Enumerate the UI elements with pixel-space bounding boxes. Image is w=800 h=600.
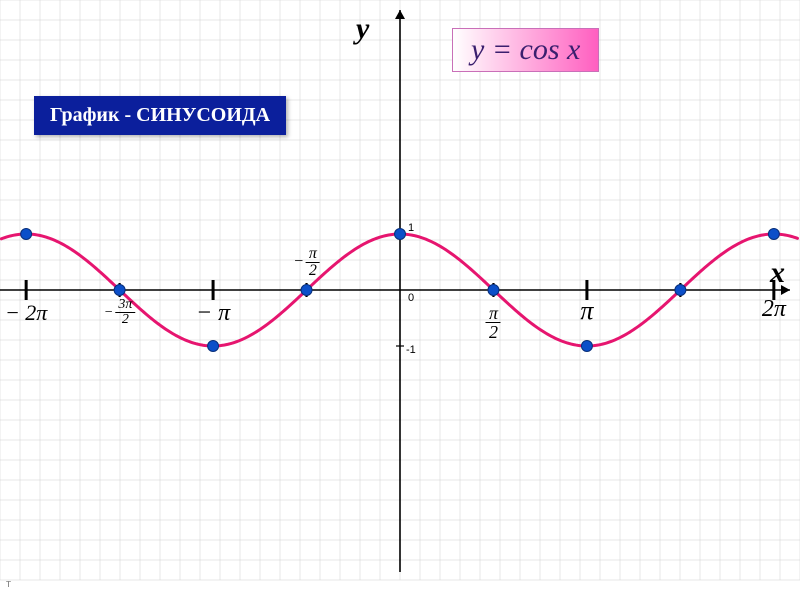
formula-box: y = cos x xyxy=(452,28,599,72)
y-tick-label: -1 xyxy=(406,344,416,356)
x-tick-label: − π xyxy=(196,300,230,327)
x-tick-label: 2π xyxy=(762,296,786,323)
y-tick-label: 1 xyxy=(408,222,414,234)
x-tick-label: π2 xyxy=(486,304,501,341)
y-axis-label: y xyxy=(356,12,369,46)
x-tick-label: π xyxy=(580,296,593,326)
title-box: График - СИНУСОИДА xyxy=(34,96,286,135)
x-tick-label: −π2 xyxy=(293,246,320,279)
y-tick-label: 0 xyxy=(408,292,414,304)
x-axis-label: x xyxy=(770,256,785,290)
x-tick-label: − 2π xyxy=(5,300,47,326)
corner-mark: т xyxy=(6,578,11,590)
x-tick-label: −3π2 xyxy=(104,298,135,327)
chart-container: График - СИНУСОИДА y = cos x y x − 2π −3π… xyxy=(0,0,800,600)
